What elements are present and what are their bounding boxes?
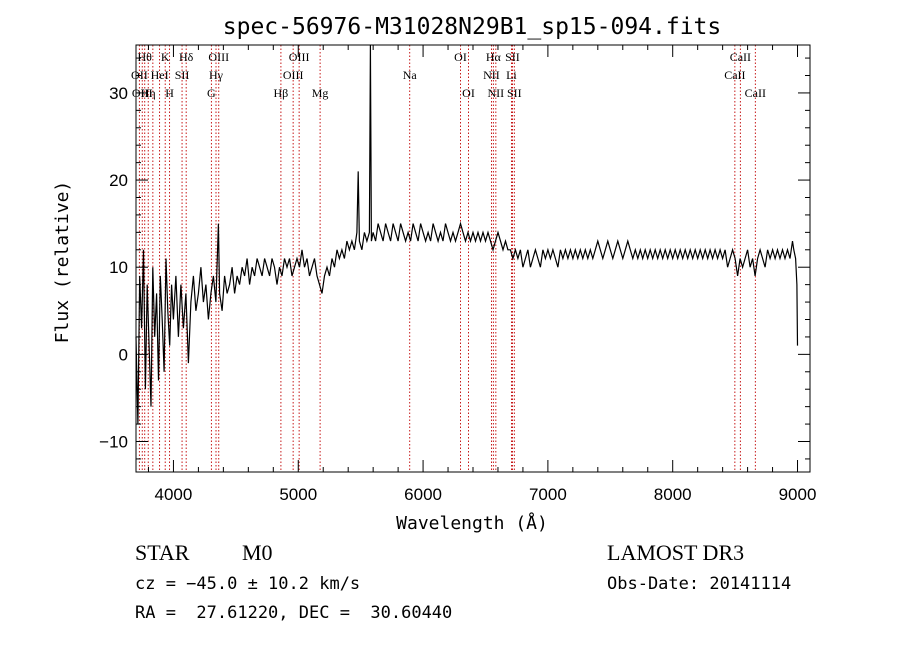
coordinates-readout: RA = 27.61220, DEC = 30.60440 (135, 603, 453, 623)
y-tick-label: −10 (99, 433, 128, 452)
line-label-sii: SII (507, 86, 522, 100)
x-tick-label: 6000 (404, 485, 442, 504)
x-tick-label: 7000 (529, 485, 567, 504)
observation-date: Obs-Date: 20141114 (607, 574, 792, 594)
y-tick-label: 30 (109, 84, 128, 103)
line-label-hη: Hη (141, 86, 156, 100)
line-label-sii: SII (175, 68, 190, 82)
line-label-k: K (161, 50, 170, 64)
line-label-na: Na (403, 68, 418, 82)
spectrum-chart: spec-56976-M31028N29B1_sp15-094.fits OII… (52, 14, 817, 534)
y-tick-label: 10 (109, 258, 128, 277)
line-label-hei: HeI (151, 68, 169, 82)
line-label-hγ: Hγ (209, 68, 224, 82)
line-label-caii: CaII (745, 86, 766, 100)
line-label-mg: Mg (312, 86, 329, 100)
line-label-oiii: OIII (208, 50, 229, 64)
line-label-oiii: OIII (289, 50, 310, 64)
chart-title: spec-56976-M31028N29B1_sp15-094.fits (223, 14, 722, 40)
x-tick-label: 8000 (654, 485, 692, 504)
line-label-hδ: Hδ (179, 50, 194, 64)
line-label-oi: OI (454, 50, 467, 64)
line-label-hα: Hα (486, 50, 502, 64)
line-label-h: H (165, 86, 174, 100)
object-class: STAR (135, 540, 190, 565)
survey-name: LAMOST DR3 (607, 540, 745, 565)
x-tick-label: 5000 (279, 485, 317, 504)
redshift-readout: cz = −45.0 ± 10.2 km/s (135, 574, 361, 594)
line-label-nii: NII (488, 86, 505, 100)
line-label-g: G (207, 86, 216, 100)
x-tick-label: 4000 (155, 485, 193, 504)
y-tick-label: 0 (119, 345, 128, 364)
x-tick-label: 9000 (779, 485, 817, 504)
line-label-oiii: OIII (283, 68, 304, 82)
line-label-oi: OI (462, 86, 475, 100)
line-label-li: Li (506, 68, 517, 82)
line-label-hθ: Hθ (138, 50, 153, 64)
line-label-sii: SII (505, 50, 520, 64)
x-axis-ticks: 4000 5000 6000 7000 8000 9000 (147, 45, 817, 504)
flux-series-line (135, 44, 799, 425)
line-label-caii: CaII (730, 50, 751, 64)
line-label-caii: CaII (724, 68, 745, 82)
spectral-line-labels: OIIOIIIHθHηHeIKHSIIHδGHγOIIIHβOIIIOIIIMg… (131, 50, 766, 100)
line-label-nii: NII (483, 68, 500, 82)
x-axis-label: Wavelength (Å) (396, 512, 548, 534)
y-axis-label: Flux (relative) (52, 181, 73, 344)
plot-frame (135, 44, 811, 473)
y-axis-ticks: −10 0 10 20 30 (99, 57, 810, 460)
y-tick-label: 20 (109, 171, 128, 190)
object-subclass: M0 (242, 540, 273, 565)
line-label-hβ: Hβ (274, 86, 289, 100)
